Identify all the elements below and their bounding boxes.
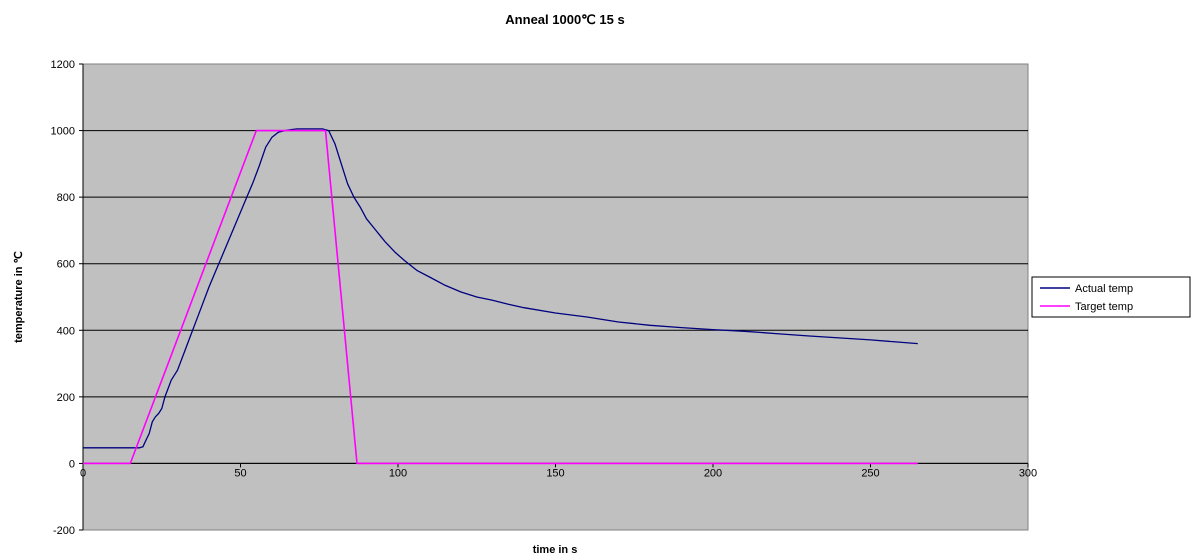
x-tick-label: 150 xyxy=(546,467,564,479)
y-tick-label: 600 xyxy=(57,259,75,271)
y-tick-label: 400 xyxy=(57,325,75,337)
legend-box xyxy=(1031,276,1191,318)
x-tick-label: 300 xyxy=(1019,467,1037,479)
y-tick-label: 1200 xyxy=(51,59,75,71)
x-tick-label: 50 xyxy=(234,467,246,479)
series-group xyxy=(83,128,918,465)
x-tick-label: 0 xyxy=(80,467,86,479)
x-tick-label: 100 xyxy=(389,467,407,479)
chart-title: Anneal 1000℃ 15 s xyxy=(505,12,624,27)
legend-label-target: Target temp xyxy=(1075,301,1133,313)
y-tick-label: 0 xyxy=(69,458,75,470)
x-axis-label: time in s xyxy=(533,544,578,556)
legend-label-actual: Actual temp xyxy=(1075,283,1133,295)
x-tick-label: 200 xyxy=(704,467,722,479)
y-tick-label: 800 xyxy=(57,192,75,204)
x-tick-label: 250 xyxy=(861,467,879,479)
y-axis-label: temperature in ℃ xyxy=(13,251,25,343)
y-tick-label: 200 xyxy=(57,392,75,404)
legend: Actual temp Target temp xyxy=(1031,276,1191,318)
y-tick-label: -200 xyxy=(53,525,75,537)
plot-area xyxy=(82,63,1029,531)
tick-labels: -200 0 200 400 600 800 1000 1200 0 50 100 150 200 250… xyxy=(51,59,1038,537)
y-tick-label: 1000 xyxy=(51,126,75,138)
series-line-actual-temp xyxy=(83,128,918,449)
series-line-target-temp xyxy=(83,129,918,465)
